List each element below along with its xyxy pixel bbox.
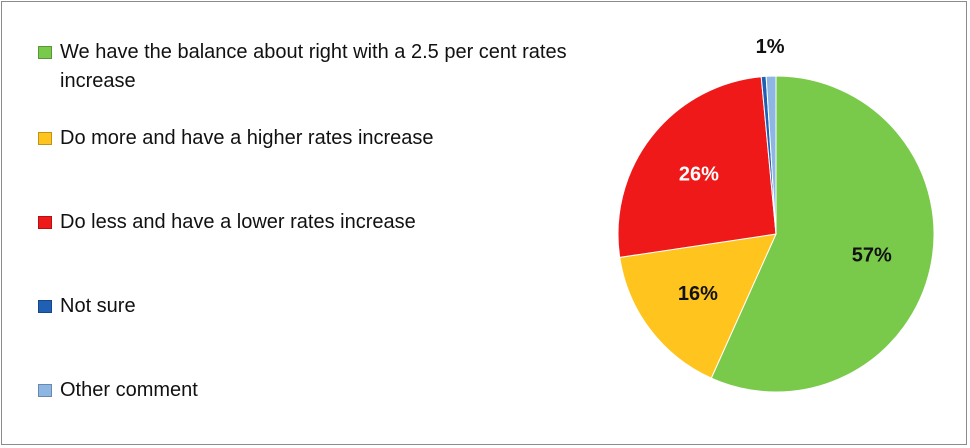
pie-slice-2 (617, 76, 777, 258)
pie-slice-1 (619, 233, 777, 379)
pie-slice-4 (765, 75, 777, 235)
legend-label: Other comment (60, 379, 198, 401)
legend-item-not-sure: Not sure (38, 292, 598, 321)
pie-value-label-1: 16% (678, 283, 718, 305)
pie-value-label-4: 1% (756, 36, 785, 58)
legend-item-do-more: Do more and have a higher rates increase (38, 124, 598, 153)
legend-label: We have the balance about right with a 2… (60, 41, 567, 92)
legend-item-other-comment: Other comment (38, 376, 598, 405)
legend-item-balance-about-right: We have the balance about right with a 2… (38, 38, 598, 96)
legend-swatch-do-less (38, 216, 52, 229)
legend-item-do-less: Do less and have a lower rates increase (38, 208, 598, 237)
legend-swatch-balance-about-right (38, 46, 52, 59)
legend-swatch-not-sure (38, 300, 52, 313)
legend-label: Do less and have a lower rates increase (60, 211, 416, 233)
pie-value-label-0: 57% (852, 245, 892, 267)
legend-swatch-other-comment (38, 384, 52, 397)
legend-swatch-do-more (38, 132, 52, 145)
pie-slice-0 (710, 75, 935, 393)
legend-label: Do more and have a higher rates increase (60, 127, 434, 149)
legend-label: Not sure (60, 295, 136, 317)
pie-value-label-2: 26% (679, 164, 719, 186)
